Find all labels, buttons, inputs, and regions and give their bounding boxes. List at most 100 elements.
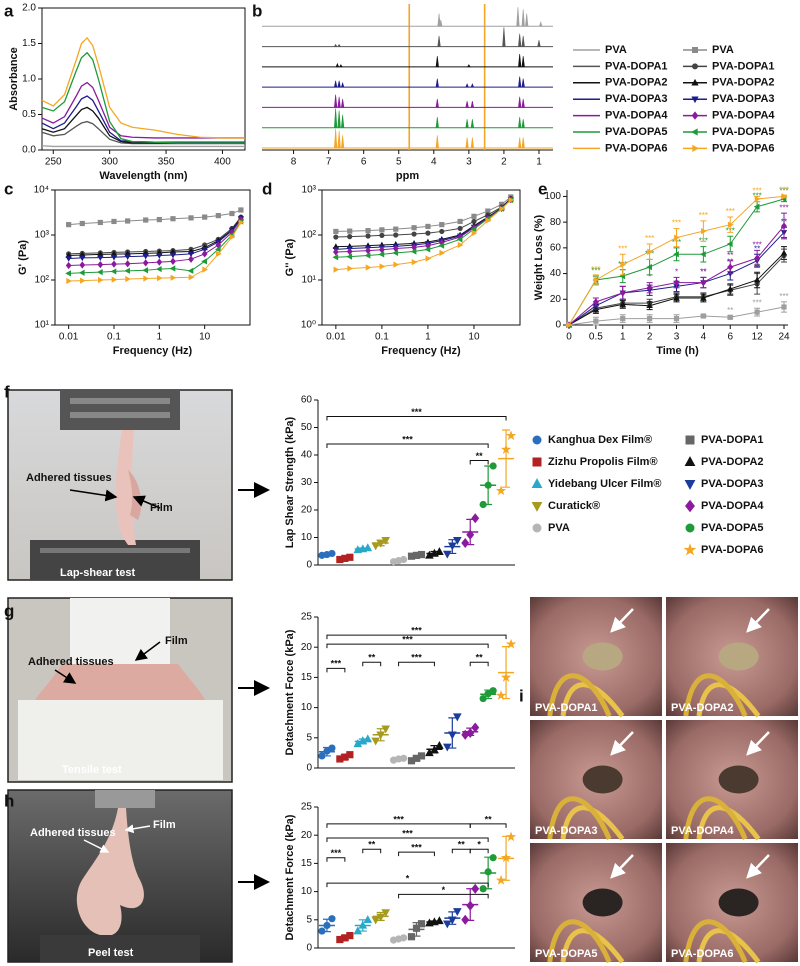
data-point [619, 273, 626, 280]
x-tick-label: 0.1 [375, 332, 389, 343]
data-point [726, 240, 733, 248]
tube [683, 919, 748, 963]
significance: ** [727, 306, 733, 315]
spectrum-peak [465, 100, 469, 108]
significance: *** [752, 187, 761, 196]
significance: *** [779, 203, 788, 212]
data-point [347, 265, 354, 272]
panel-label: b [252, 1, 262, 20]
data-point [229, 228, 235, 236]
legend-label: PVA-DOPA4 [701, 500, 764, 512]
significance-bracket [362, 848, 382, 854]
legend-label: Yidebang Ulcer Film® [548, 478, 661, 490]
data-point [466, 727, 475, 739]
significance-bracket [326, 823, 471, 828]
data-point [430, 917, 439, 926]
data-point [461, 914, 470, 925]
data-point [110, 254, 118, 261]
data-point [365, 233, 371, 239]
y-tick-label: 2.0 [22, 3, 36, 14]
data-point [495, 485, 507, 496]
spectrum-peak [435, 56, 439, 68]
data-point [439, 249, 446, 257]
spectrum-peak [518, 96, 522, 108]
data-point [439, 228, 445, 235]
legend-marker [685, 499, 695, 513]
spectrum-peak [334, 108, 338, 129]
data-point [358, 920, 368, 929]
x-tick-label: 10 [468, 332, 480, 343]
legend-marker [691, 78, 699, 86]
data-point [673, 294, 680, 301]
x-tick-label: 4 [701, 332, 707, 343]
data-point [238, 215, 244, 224]
legend-label: PVA-DOPA5 [701, 522, 764, 534]
y-tick-label: 20 [301, 642, 313, 653]
legend-label: PVA-DOPA1 [605, 60, 668, 72]
spectrum-peak [333, 43, 338, 47]
significance-label: *** [331, 848, 342, 858]
data-point [156, 275, 163, 282]
significance-bracket [398, 661, 435, 667]
series-line [41, 120, 245, 145]
legend-label: PVA-DOPA1 [712, 60, 775, 72]
y-tick-label: 15 [301, 858, 313, 869]
legend-marker [692, 63, 698, 70]
significance: *** [726, 207, 735, 216]
legend-marker [685, 435, 695, 445]
spectrum-peak [518, 76, 522, 88]
series-line [41, 36, 245, 139]
y-tick-label: 10 [301, 702, 313, 713]
data-point [170, 274, 177, 281]
data-point [371, 737, 381, 746]
data-point [333, 228, 339, 235]
significance-bracket [469, 823, 507, 828]
data-point [620, 261, 627, 268]
data-point [500, 672, 512, 682]
photo-label: Film [150, 502, 173, 514]
spectrum-peak [337, 96, 341, 108]
y-tick-label: 10¹ [302, 275, 317, 286]
data-point [442, 550, 452, 559]
spectrum-peak [521, 9, 525, 27]
significance: *** [591, 265, 600, 274]
x-tick-label: 12 [752, 332, 764, 343]
data-point [394, 755, 403, 763]
data-point [394, 557, 403, 565]
tube [560, 682, 625, 718]
x-tick-label: 300 [101, 157, 118, 168]
data-point [376, 731, 386, 740]
legend-marker [691, 128, 698, 136]
spectrum-peak [435, 117, 439, 129]
data-point [505, 638, 517, 649]
data-point [592, 303, 599, 310]
data-point [471, 218, 477, 225]
y-axis-title: Absorbance [8, 47, 20, 111]
legend-marker [692, 144, 699, 152]
significance: *** [699, 211, 708, 220]
spectrum-peak [337, 110, 341, 129]
data-point [781, 222, 787, 230]
data-point [378, 251, 385, 258]
data-point [701, 228, 707, 235]
significance-bracket [469, 460, 489, 465]
photo-label: Adhered tissues [30, 827, 116, 839]
significance-bracket [326, 443, 489, 448]
data-point [346, 553, 354, 561]
data-point [169, 265, 176, 272]
significance-label: * [442, 885, 446, 895]
significance: ** [700, 268, 706, 277]
data-point [430, 745, 439, 754]
data-point [358, 544, 368, 553]
data-point [461, 537, 470, 549]
x-tick-label: 350 [158, 157, 175, 168]
significance-label: *** [411, 407, 422, 417]
data-point [700, 294, 707, 301]
y-axis-title: G' (Pa) [17, 240, 29, 275]
data-point [620, 315, 626, 322]
data-point [727, 263, 734, 271]
legend-marker [691, 96, 699, 104]
data-point [456, 236, 463, 243]
data-point [411, 243, 417, 252]
data-point [229, 233, 236, 241]
